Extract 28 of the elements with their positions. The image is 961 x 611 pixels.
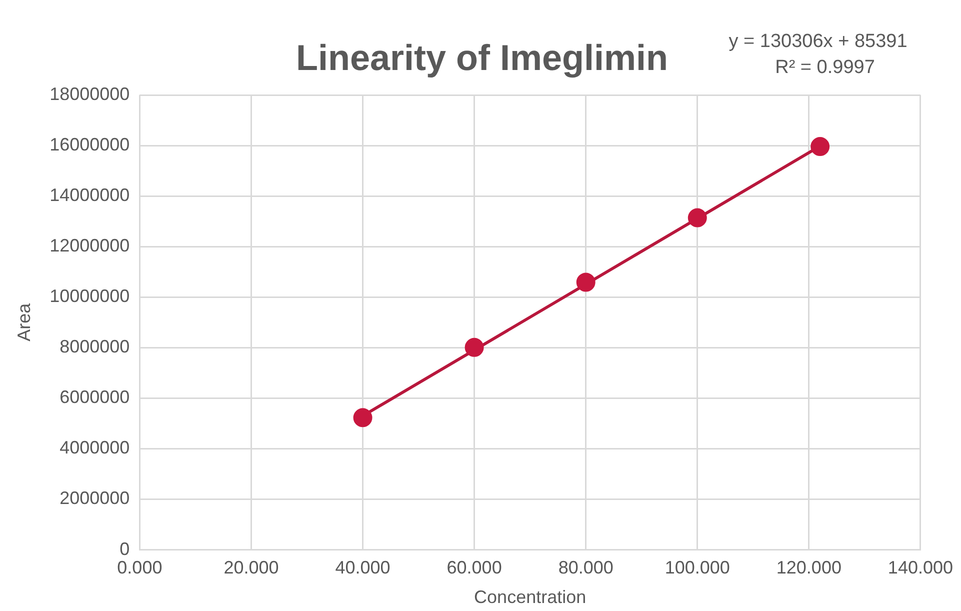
x-axis-title: Concentration — [474, 587, 586, 608]
y-tick-label: 8000000 — [60, 336, 130, 357]
x-tick-label: 60.000 — [446, 558, 502, 578]
x-tick-label: 0.000 — [117, 558, 162, 578]
y-tick-label: 6000000 — [60, 387, 130, 408]
chart-title: Linearity of Imeglimin — [296, 36, 668, 78]
point — [464, 338, 484, 357]
y-tick-label: 14000000 — [50, 185, 130, 206]
point — [353, 408, 372, 428]
x-tick-label: 20.000 — [224, 558, 279, 578]
y-tick-label: 4000000 — [60, 438, 130, 458]
y-tick-label: 0 — [120, 538, 130, 559]
text: R² = 0.9997 — [775, 57, 875, 78]
text: y = 130306x + 85391 — [728, 31, 908, 52]
y-tick-label: 18000000 — [50, 84, 130, 104]
y-tick-label: 2000000 — [60, 488, 130, 508]
x-tick-label: 40.000 — [335, 558, 390, 578]
y-tick-label: 12000000 — [50, 236, 130, 256]
point — [576, 272, 596, 292]
x-tick-label: 100.000 — [664, 558, 730, 578]
y-tick-label: 10000000 — [50, 286, 130, 306]
x-tick-label: 80.000 — [558, 558, 614, 578]
x-tick-label: 120.000 — [776, 558, 842, 578]
point — [688, 208, 707, 228]
y-axis-title: Area — [14, 302, 34, 342]
y-tick-label: 16000000 — [50, 134, 130, 154]
point — [810, 137, 830, 156]
x-tick-label: 140.000 — [888, 558, 954, 578]
